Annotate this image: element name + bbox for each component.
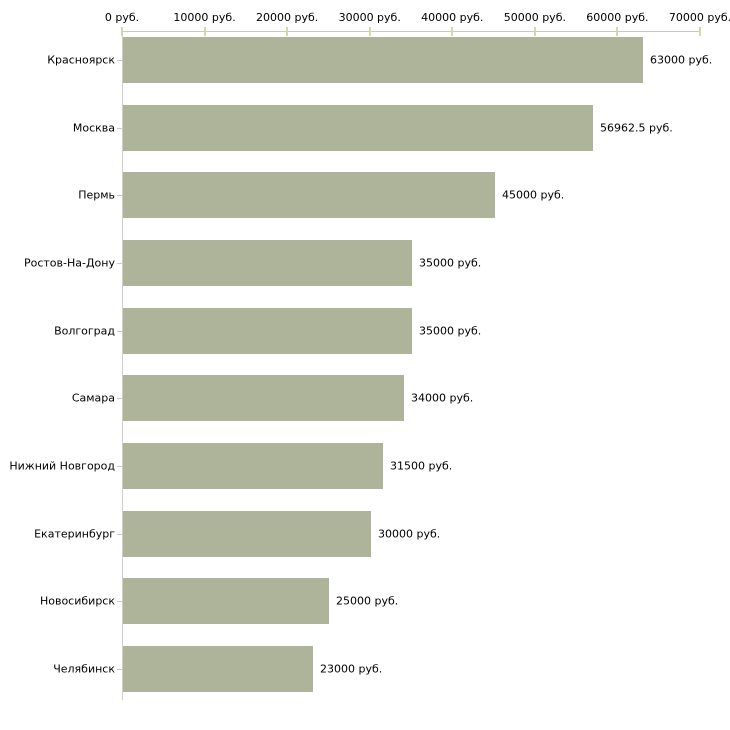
value-label: 35000 руб. — [419, 324, 482, 338]
x-axis-tick-label: 60000 руб. — [586, 11, 649, 24]
category-label: Нижний Новгород — [9, 459, 115, 473]
x-axis-tick-mark — [451, 27, 454, 36]
bar-3 — [123, 172, 495, 218]
bar-2 — [123, 105, 593, 151]
x-axis-tick-label: 0 руб. — [104, 11, 140, 24]
category-tick — [117, 466, 122, 467]
value-label: 23000 руб. — [320, 662, 383, 676]
bar-1 — [123, 37, 643, 83]
value-label: 25000 руб. — [336, 594, 399, 608]
category-label: Ростов-На-Дону — [23, 256, 115, 270]
bar-10 — [123, 646, 313, 692]
y-axis-line — [122, 31, 123, 700]
category-tick — [117, 534, 122, 535]
category-tick — [117, 60, 122, 61]
bar-5 — [123, 308, 412, 354]
x-axis-tick-label: 50000 руб. — [503, 11, 566, 24]
x-axis-tick-label: 10000 руб. — [173, 11, 236, 24]
x-axis-tick-label: 30000 руб. — [338, 11, 401, 24]
x-axis-tick-label: 70000 руб. — [668, 11, 730, 24]
category-tick — [117, 128, 122, 129]
x-axis-tick-mark — [616, 27, 619, 36]
category-tick — [117, 331, 122, 332]
category-label: Пермь — [78, 188, 115, 202]
category-tick — [117, 601, 122, 602]
category-label: Екатеринбург — [34, 527, 115, 541]
x-axis-tick-label: 40000 руб. — [421, 11, 484, 24]
bar-7 — [123, 443, 383, 489]
value-label: 45000 руб. — [502, 188, 565, 202]
category-label: Волгоград — [54, 324, 115, 338]
x-axis-tick-mark — [368, 27, 371, 36]
category-label: Москва — [72, 121, 115, 135]
bar-4 — [123, 240, 412, 286]
category-label: Красноярск — [47, 53, 115, 67]
bar-8 — [123, 511, 371, 557]
category-tick — [117, 669, 122, 670]
category-tick — [117, 398, 122, 399]
category-label: Новосибирск — [39, 594, 115, 608]
x-axis-tick-mark — [203, 27, 206, 36]
value-label: 31500 руб. — [390, 459, 453, 473]
category-tick — [117, 263, 122, 264]
category-label: Челябинск — [53, 662, 115, 676]
bar-6 — [123, 375, 404, 421]
x-axis-tick-mark — [699, 27, 701, 36]
bar-9 — [123, 578, 329, 624]
category-label: Самара — [71, 391, 115, 405]
x-axis-tick-mark — [286, 27, 289, 36]
value-label: 35000 руб. — [419, 256, 482, 270]
x-axis-tick-label: 20000 руб. — [256, 11, 319, 24]
category-tick — [117, 195, 122, 196]
value-label: 30000 руб. — [378, 527, 441, 541]
value-label: 63000 руб. — [650, 53, 713, 67]
x-axis-line — [122, 31, 700, 32]
x-axis-tick-mark — [121, 27, 123, 36]
value-label: 34000 руб. — [411, 391, 474, 405]
value-label: 56962.5 руб. — [600, 121, 673, 135]
x-axis-tick-mark — [533, 27, 536, 36]
